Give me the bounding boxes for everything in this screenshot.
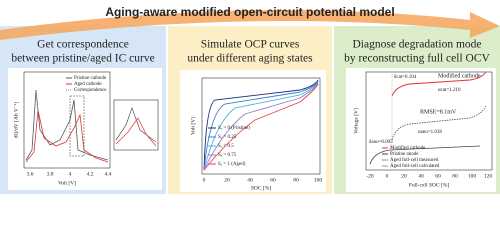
- ocp-curve: [203, 81, 319, 171]
- x-tick-label: 40: [247, 177, 253, 183]
- x-tick-label: 4.2: [87, 171, 94, 177]
- legend-label: Aged cathode: [74, 82, 102, 87]
- inset: [113, 99, 159, 151]
- inset-pristine: [115, 106, 157, 143]
- x-tick-label: 20: [401, 173, 407, 179]
- x-tick-label: 0: [203, 177, 206, 183]
- zoom-box: [69, 95, 85, 157]
- banner-title: Aging-aware modified open-circuit potent…: [105, 5, 394, 19]
- plot-frame: [201, 77, 321, 175]
- x-axis-label: Full-cell SOC [%]: [409, 182, 449, 188]
- y-axis-label: Volt [V]: [190, 117, 196, 135]
- pristine-curve: [25, 89, 109, 161]
- fullcell-curve: [391, 105, 487, 141]
- annotation: αano=1.018: [418, 130, 442, 135]
- legend-label: Aged full-cell measured: [390, 158, 439, 163]
- ocp-curve: [203, 79, 319, 171]
- x-tick-label: 80: [452, 173, 458, 179]
- legend-label: Sₐ = 0.25: [218, 135, 237, 140]
- legend-label: Sₐ = 0.75: [218, 153, 237, 158]
- x-tick-label: 60: [270, 177, 276, 183]
- heading: by reconstructing full cell OCV: [344, 53, 490, 65]
- x-tick-label: 20: [224, 177, 230, 183]
- heading: under different aging states: [187, 53, 313, 65]
- plot-frame: [23, 71, 111, 169]
- plot-bg: [180, 70, 326, 192]
- x-tick-label: 4.4: [105, 171, 112, 177]
- x-tick-label: 100: [468, 173, 477, 179]
- x-tick-label: 3.6: [27, 171, 34, 177]
- x-axis-label: SOC [%]: [251, 185, 271, 191]
- x-tick-label: -20: [366, 173, 374, 179]
- annotation: δano=0.005: [369, 140, 393, 145]
- aged-curve: [25, 109, 109, 163]
- heading: Get correspondence: [37, 39, 129, 51]
- x-tick-label: 60: [435, 173, 441, 179]
- legend-label: Pristine anode: [390, 152, 419, 157]
- annotation: RMSE=8.1mV: [420, 109, 457, 115]
- legend-label: Sₐ = 0.5: [218, 144, 234, 149]
- x-tick-label: 4: [69, 171, 72, 177]
- x-tick-label: 100: [314, 177, 323, 183]
- plot-frame: [365, 71, 493, 171]
- ocp-curve: [203, 80, 319, 171]
- graphical-abstract: Aging-aware modified open-circuit potent…: [0, 5, 500, 194]
- x-tick-label: 40: [418, 173, 424, 179]
- inset-aged: [115, 117, 157, 147]
- x-tick-label: 0: [386, 173, 389, 179]
- banner-arrow: [0, 10, 500, 40]
- x-tick-label: 3.8: [47, 171, 54, 177]
- legend-label: Modified cathode: [390, 146, 426, 151]
- anode-curve: [369, 145, 481, 165]
- y-axis-label: dQ/dV [Ah V⁻¹]: [13, 102, 19, 139]
- legend-label: Correspondence: [74, 88, 107, 93]
- y-axis-label: Voltage [V]: [353, 108, 359, 134]
- x-tick-label: 80: [293, 177, 299, 183]
- heading: Simulate OCP curves: [201, 39, 300, 51]
- legend-label: Sₐ = 0 (Pristine): [218, 126, 250, 131]
- annotation: αcat=1.210: [438, 88, 461, 93]
- cathode-curve: [391, 71, 487, 97]
- ocp-curve: [203, 83, 319, 171]
- x-axis-label: Volt [V]: [58, 180, 76, 186]
- legend-label: Aged full-cell calculated: [390, 164, 440, 169]
- correspondence: [35, 91, 39, 113]
- legend-label: Pristine cathode: [74, 76, 107, 81]
- x-tick-label: 120: [484, 173, 493, 179]
- heading: between pristine/aged IC curve: [11, 53, 154, 65]
- legend-label: Sₐ = 1 (Aged): [218, 162, 246, 167]
- annotation: Modified cathode: [438, 72, 481, 79]
- annotation: δcat=0.104: [394, 75, 417, 80]
- heading: Diagnose degradation mode: [352, 39, 481, 51]
- ocp-curve: [203, 82, 319, 171]
- plot-bg: [346, 68, 496, 192]
